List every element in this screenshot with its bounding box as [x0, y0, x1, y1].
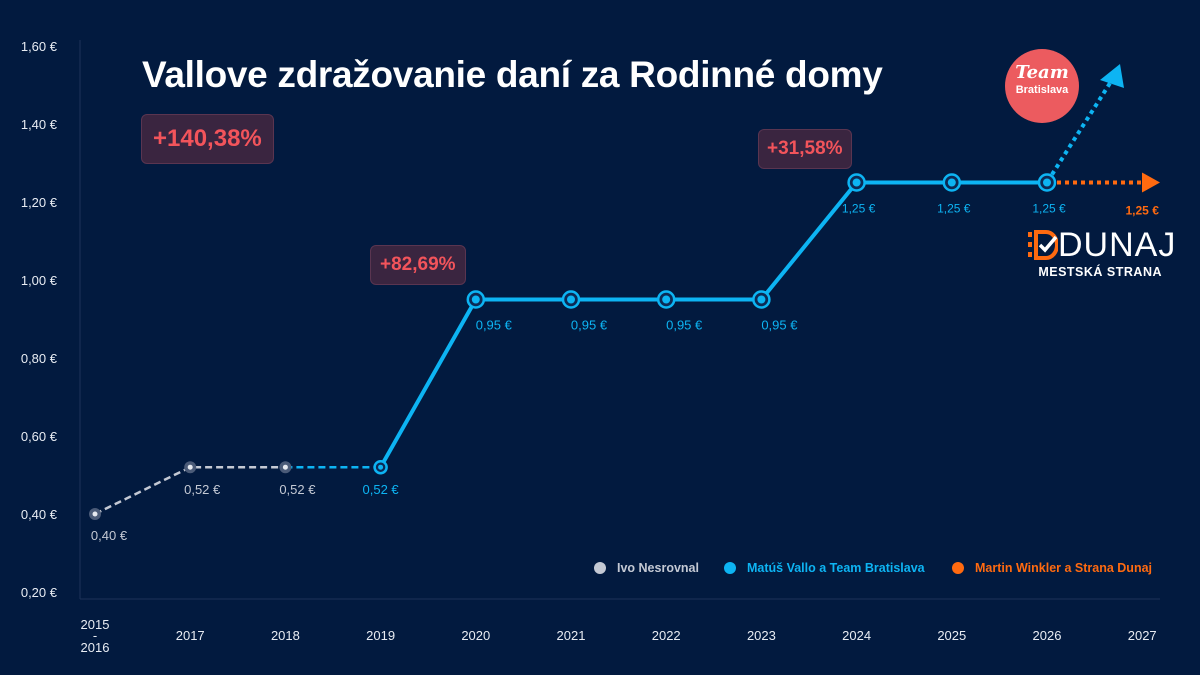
x-tick-label: 2015 -2016 [81, 617, 110, 655]
data-label-winkler: 1,25 € [1126, 204, 1160, 218]
data-point-vallo-dot [852, 178, 861, 187]
logo-bratislava-text: Bratislava [1015, 84, 1069, 96]
x-tick-label: 2020 [461, 628, 490, 643]
legend-label: Matúš Vallo a Team Bratislava [747, 561, 926, 575]
y-tick-label: 1,00 € [21, 273, 58, 288]
data-point-vallo-dot [757, 295, 766, 304]
data-label: 0,95 € [571, 318, 608, 333]
logo-team-text: Team [1015, 62, 1069, 83]
data-label: 0,95 € [666, 318, 703, 333]
annotation-2024: +31,58% [758, 129, 852, 169]
y-tick-label: 1,40 € [21, 117, 58, 132]
data-point-nesrovnal-dot [92, 511, 98, 517]
data-label: 0,52 € [363, 482, 400, 497]
y-tick-label: 0,60 € [21, 429, 58, 444]
y-tick-label: 1,20 € [21, 195, 58, 210]
data-point-nesrovnal-dot [187, 464, 193, 470]
legend-label: Martin Winkler a Strana Dunaj [975, 561, 1152, 575]
x-tick-label: 2021 [557, 628, 586, 643]
data-label: 0,40 € [91, 528, 128, 543]
legend-marker-icon [952, 562, 964, 574]
y-tick-label: 0,80 € [21, 351, 58, 366]
vallo-arrow-icon [1100, 64, 1124, 88]
annotation-total: +140,38% [141, 114, 274, 164]
legend-marker-icon [594, 562, 606, 574]
annotation-2020: +82,69% [370, 245, 466, 285]
y-tick-label: 0,40 € [21, 507, 58, 522]
chart-title: Vallove zdražovanie daní za Rodinné domy [142, 54, 883, 95]
series-line-vallo [378, 180, 1047, 469]
dunaj-subtitle: MESTSKÁ STRANA [1038, 265, 1162, 279]
data-label: 0,95 € [476, 318, 513, 333]
x-tick-label: 2027 [1128, 628, 1157, 643]
vallo-projection-line [1050, 78, 1114, 176]
series-line-nesrovnal [94, 465, 286, 516]
x-tick-label: 2025 [937, 628, 966, 643]
dunaj-logo: DUNAJ MESTSKÁ STRANA [1028, 228, 1175, 279]
data-label: 0,52 € [184, 482, 221, 497]
x-tick-label: 2019 [366, 628, 395, 643]
y-tick-label: 0,20 € [21, 585, 58, 600]
data-point-vallo-dot [662, 295, 671, 304]
x-tick-label: 2023 [747, 628, 776, 643]
data-label: 0,95 € [761, 318, 798, 333]
legend-label: Ivo Nesrovnal [617, 561, 699, 575]
x-tick-label: 2018 [271, 628, 300, 643]
x-tick-label: 2024 [842, 628, 871, 643]
legend-marker-icon [724, 562, 736, 574]
data-point-nesrovnal-dot [282, 464, 288, 470]
x-tick-label: 2017 [176, 628, 205, 643]
data-label: 1,25 € [937, 202, 971, 216]
data-label: 1,25 € [1032, 202, 1066, 216]
data-point-vallo-dot [567, 295, 575, 304]
winkler-arrow-icon [1142, 172, 1160, 193]
data-point-vallo-dot [1043, 178, 1051, 187]
data-point-vallo-dot [471, 295, 480, 304]
dunaj-wordmark: DUNAJ [1058, 226, 1177, 264]
dunaj-check-icon [1028, 229, 1059, 261]
data-point-vallo-dot [947, 178, 956, 187]
y-tick-label: 1,60 € [21, 39, 58, 54]
x-tick-label: 2022 [652, 628, 681, 643]
x-tick-label: 2026 [1033, 628, 1062, 643]
data-label: 0,52 € [279, 482, 316, 497]
team-bratislava-logo: Team Bratislava [1005, 49, 1079, 123]
data-label: 1,25 € [842, 202, 876, 216]
data-point-vallo-dot [378, 464, 384, 470]
